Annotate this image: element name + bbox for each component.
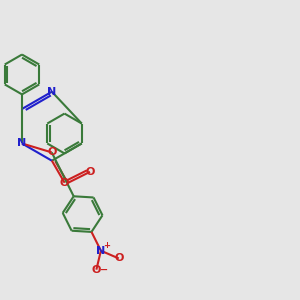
Text: N: N xyxy=(96,246,106,256)
Text: O: O xyxy=(85,167,95,177)
Text: O: O xyxy=(92,265,101,275)
Text: O: O xyxy=(47,147,56,158)
Text: O: O xyxy=(114,254,124,263)
Text: N: N xyxy=(47,87,56,97)
Text: −: − xyxy=(100,265,108,275)
Text: O: O xyxy=(60,178,69,188)
Text: +: + xyxy=(103,241,110,250)
Text: N: N xyxy=(17,139,27,148)
